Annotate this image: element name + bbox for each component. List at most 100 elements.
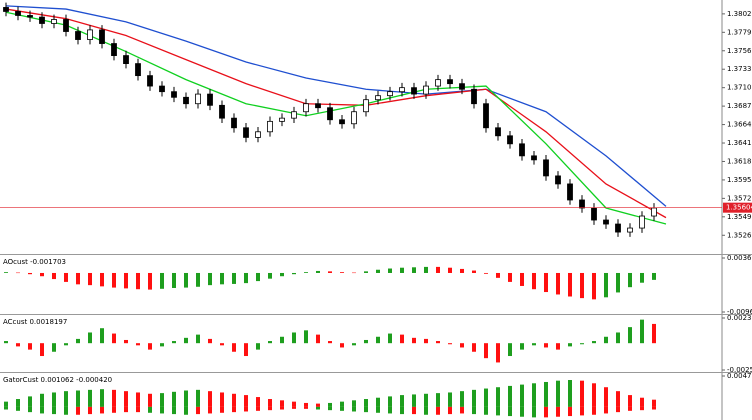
- candle-body: [147, 75, 153, 87]
- gator-bar: [208, 406, 212, 414]
- histogram-bar: [376, 269, 380, 273]
- gator-bar: [460, 391, 464, 407]
- gator-bar: [232, 406, 236, 413]
- histogram-bar: [448, 267, 452, 273]
- candle-body: [423, 85, 429, 95]
- histogram-bar: [484, 343, 488, 359]
- gator-bar: [604, 387, 608, 407]
- current-price-tag: [723, 202, 752, 213]
- indicator-label: ACcust 0.0018197: [3, 318, 67, 326]
- candle-body: [255, 131, 261, 138]
- histogram-bar: [652, 323, 656, 344]
- gator-bar: [184, 406, 188, 415]
- histogram-bar: [244, 272, 248, 284]
- gator-bar: [652, 406, 656, 410]
- candle-body: [195, 93, 201, 105]
- histogram-bar: [28, 272, 32, 275]
- gator-bar: [304, 406, 308, 409]
- gator-bar: [520, 384, 524, 407]
- y-tick-label: 1.36410: [727, 139, 752, 147]
- histogram-bar: [496, 343, 500, 363]
- histogram-bar: [568, 272, 572, 297]
- histogram-bar: [436, 266, 440, 273]
- histogram-bar: [472, 270, 476, 273]
- gator-bar: [580, 406, 584, 416]
- histogram-bar: [112, 333, 116, 344]
- candle-body: [39, 16, 45, 24]
- gator-bar: [316, 406, 320, 410]
- gator-bar: [220, 406, 224, 413]
- gator-bar: [448, 406, 452, 415]
- histogram-bar: [388, 268, 392, 273]
- histogram-bar: [292, 272, 296, 275]
- gator-bar: [568, 406, 572, 417]
- candle-body: [3, 7, 9, 12]
- histogram-bar: [172, 341, 176, 344]
- candle-body: [399, 87, 405, 93]
- histogram-bar: [4, 272, 8, 273]
- histogram-bar: [412, 337, 416, 344]
- histogram-bar: [184, 337, 188, 344]
- candle-body: [135, 63, 141, 77]
- y-tick-label: 1.37100: [727, 84, 752, 92]
- gator-bar: [340, 406, 344, 411]
- gator-bar: [184, 390, 188, 407]
- histogram-bar: [316, 270, 320, 273]
- moving-average-line: [5, 8, 667, 219]
- histogram-bar: [232, 343, 236, 352]
- y-tick-label: 1.37330: [727, 65, 752, 73]
- histogram-bar: [544, 272, 548, 293]
- gator-bar: [136, 392, 140, 407]
- gator-bar: [4, 401, 8, 407]
- candle-body: [339, 119, 345, 125]
- y-tick-label: 1.36180: [727, 157, 752, 165]
- gator-bar: [580, 380, 584, 407]
- candle-body: [243, 127, 249, 138]
- gator-bar: [232, 393, 236, 407]
- histogram-bar: [88, 272, 92, 286]
- y-tick-label: 1.37560: [727, 47, 752, 55]
- gator-bar: [508, 385, 512, 407]
- candle-body: [87, 29, 93, 40]
- gator-bar: [556, 380, 560, 407]
- y-tick-label: -0.0025062: [727, 366, 752, 374]
- histogram-bar: [124, 272, 128, 289]
- y-tick-label: 1.37790: [727, 28, 752, 36]
- candle-body: [159, 85, 165, 93]
- candle-body: [483, 103, 489, 129]
- candle-body: [435, 79, 441, 87]
- histogram-bar: [364, 271, 368, 273]
- histogram-bar: [316, 334, 320, 344]
- candle-body: [555, 175, 561, 185]
- gator-bar: [400, 406, 404, 415]
- y-tick-label: 0.004712: [727, 372, 752, 380]
- gator-bar: [532, 383, 536, 407]
- gator-bar: [460, 406, 464, 414]
- gator-bar: [424, 406, 428, 415]
- y-tick-label: 0.003694: [727, 254, 752, 262]
- candle-body: [63, 19, 69, 32]
- gator-bar: [496, 387, 500, 407]
- candle-body: [507, 135, 513, 145]
- histogram-bar: [460, 343, 464, 348]
- candle-body: [111, 43, 117, 56]
- candle-body: [351, 111, 357, 125]
- gator-bar: [532, 406, 536, 418]
- histogram-bar: [580, 272, 584, 299]
- histogram-bar: [244, 343, 248, 357]
- histogram-bar: [124, 339, 128, 344]
- histogram-bar: [4, 341, 8, 344]
- histogram-bar: [580, 343, 584, 345]
- candle-body: [447, 79, 453, 85]
- histogram-bar: [112, 272, 116, 288]
- candle-body: [267, 120, 273, 133]
- gator-bar: [172, 406, 176, 415]
- gator-bar: [496, 406, 500, 416]
- histogram-bar: [304, 272, 308, 273]
- histogram-bar: [568, 343, 572, 347]
- histogram-bar: [100, 272, 104, 287]
- gator-bar: [472, 406, 476, 415]
- gator-bar: [616, 406, 620, 413]
- gator-bar: [436, 393, 440, 407]
- gator-bar: [340, 401, 344, 407]
